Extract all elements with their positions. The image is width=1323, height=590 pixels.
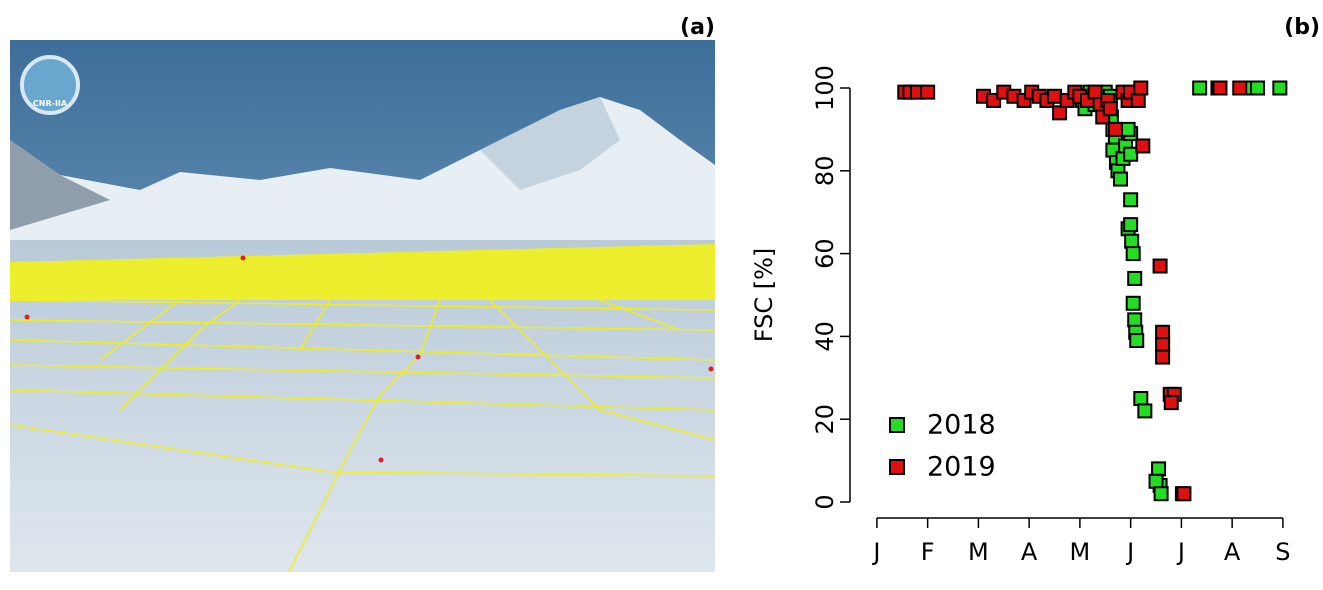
legend-label: 2019 <box>927 452 996 483</box>
point <box>1125 246 1141 262</box>
x-tick-label: J <box>1125 538 1134 566</box>
point <box>1137 403 1153 419</box>
point <box>1124 233 1140 249</box>
grid-lines <box>10 299 715 572</box>
x-tick-label: F <box>921 538 935 566</box>
point <box>1125 295 1141 311</box>
point <box>1129 333 1145 349</box>
legend-label: 2018 <box>927 410 996 441</box>
y-tick-label: 40 <box>811 321 839 352</box>
point <box>1123 146 1139 162</box>
point <box>920 84 936 100</box>
point <box>1153 486 1169 502</box>
x-tick-label: M <box>1070 538 1091 566</box>
y-tick-label: 20 <box>811 404 839 435</box>
panel-label: (a) <box>680 15 715 40</box>
x-tick-label: J <box>871 538 880 566</box>
legend-swatch <box>889 417 905 433</box>
point <box>1135 138 1151 154</box>
y-tick-label: 60 <box>811 238 839 269</box>
x-tick-label: J <box>1176 538 1185 566</box>
point <box>1212 80 1228 96</box>
logo <box>20 55 80 115</box>
x-tick-label: M <box>968 538 989 566</box>
gcp-dots <box>24 255 714 463</box>
photo: CNR-IIA <box>10 40 715 572</box>
point <box>1127 312 1143 328</box>
y-tick-label: 100 <box>811 65 839 111</box>
point <box>1163 395 1179 411</box>
point <box>1130 92 1146 108</box>
x-tick-label: A <box>1021 538 1038 566</box>
y-tick-label: 0 <box>811 494 839 509</box>
point <box>1148 473 1164 489</box>
point <box>1123 192 1139 208</box>
rock <box>10 140 110 230</box>
point <box>1151 461 1167 477</box>
point <box>1155 349 1171 365</box>
logo-text: CNR-IIA <box>33 99 68 108</box>
point <box>1272 80 1288 96</box>
point <box>1250 80 1266 96</box>
point <box>1176 486 1192 502</box>
point <box>1133 391 1149 406</box>
point <box>1232 80 1248 96</box>
x-tick-label: A <box>1224 538 1241 566</box>
point <box>1047 88 1063 104</box>
point <box>1152 258 1168 274</box>
panel-label: (b) <box>1284 15 1320 40</box>
x-tick-label: S <box>1275 538 1290 566</box>
point <box>1107 121 1123 137</box>
grid-band <box>10 244 715 300</box>
y-tick-label: 80 <box>811 156 839 187</box>
point <box>1133 80 1149 96</box>
point <box>1155 324 1171 340</box>
point <box>1052 105 1068 121</box>
point <box>1120 121 1136 137</box>
y-axis-label: FSC [%] <box>750 248 778 343</box>
point <box>1112 171 1128 187</box>
point <box>1102 101 1118 117</box>
point <box>1123 217 1139 233</box>
point <box>1127 270 1143 286</box>
point <box>1087 84 1103 100</box>
ridge <box>480 97 620 190</box>
point <box>1155 337 1171 353</box>
legend-swatch <box>889 459 905 475</box>
chart: 0 20 40 60 80 100 FSC [%] J F M A M J J A S 2018 2019 <box>750 65 1291 566</box>
point <box>1192 80 1208 96</box>
